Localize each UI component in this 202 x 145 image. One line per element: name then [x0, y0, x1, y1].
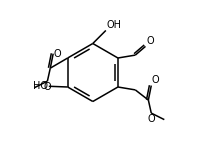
- Text: HO: HO: [33, 81, 48, 91]
- Text: O: O: [147, 114, 154, 124]
- Text: O: O: [43, 82, 51, 92]
- Text: O: O: [151, 75, 159, 85]
- Text: O: O: [54, 49, 61, 59]
- Text: O: O: [145, 36, 153, 46]
- Text: OH: OH: [106, 20, 121, 30]
